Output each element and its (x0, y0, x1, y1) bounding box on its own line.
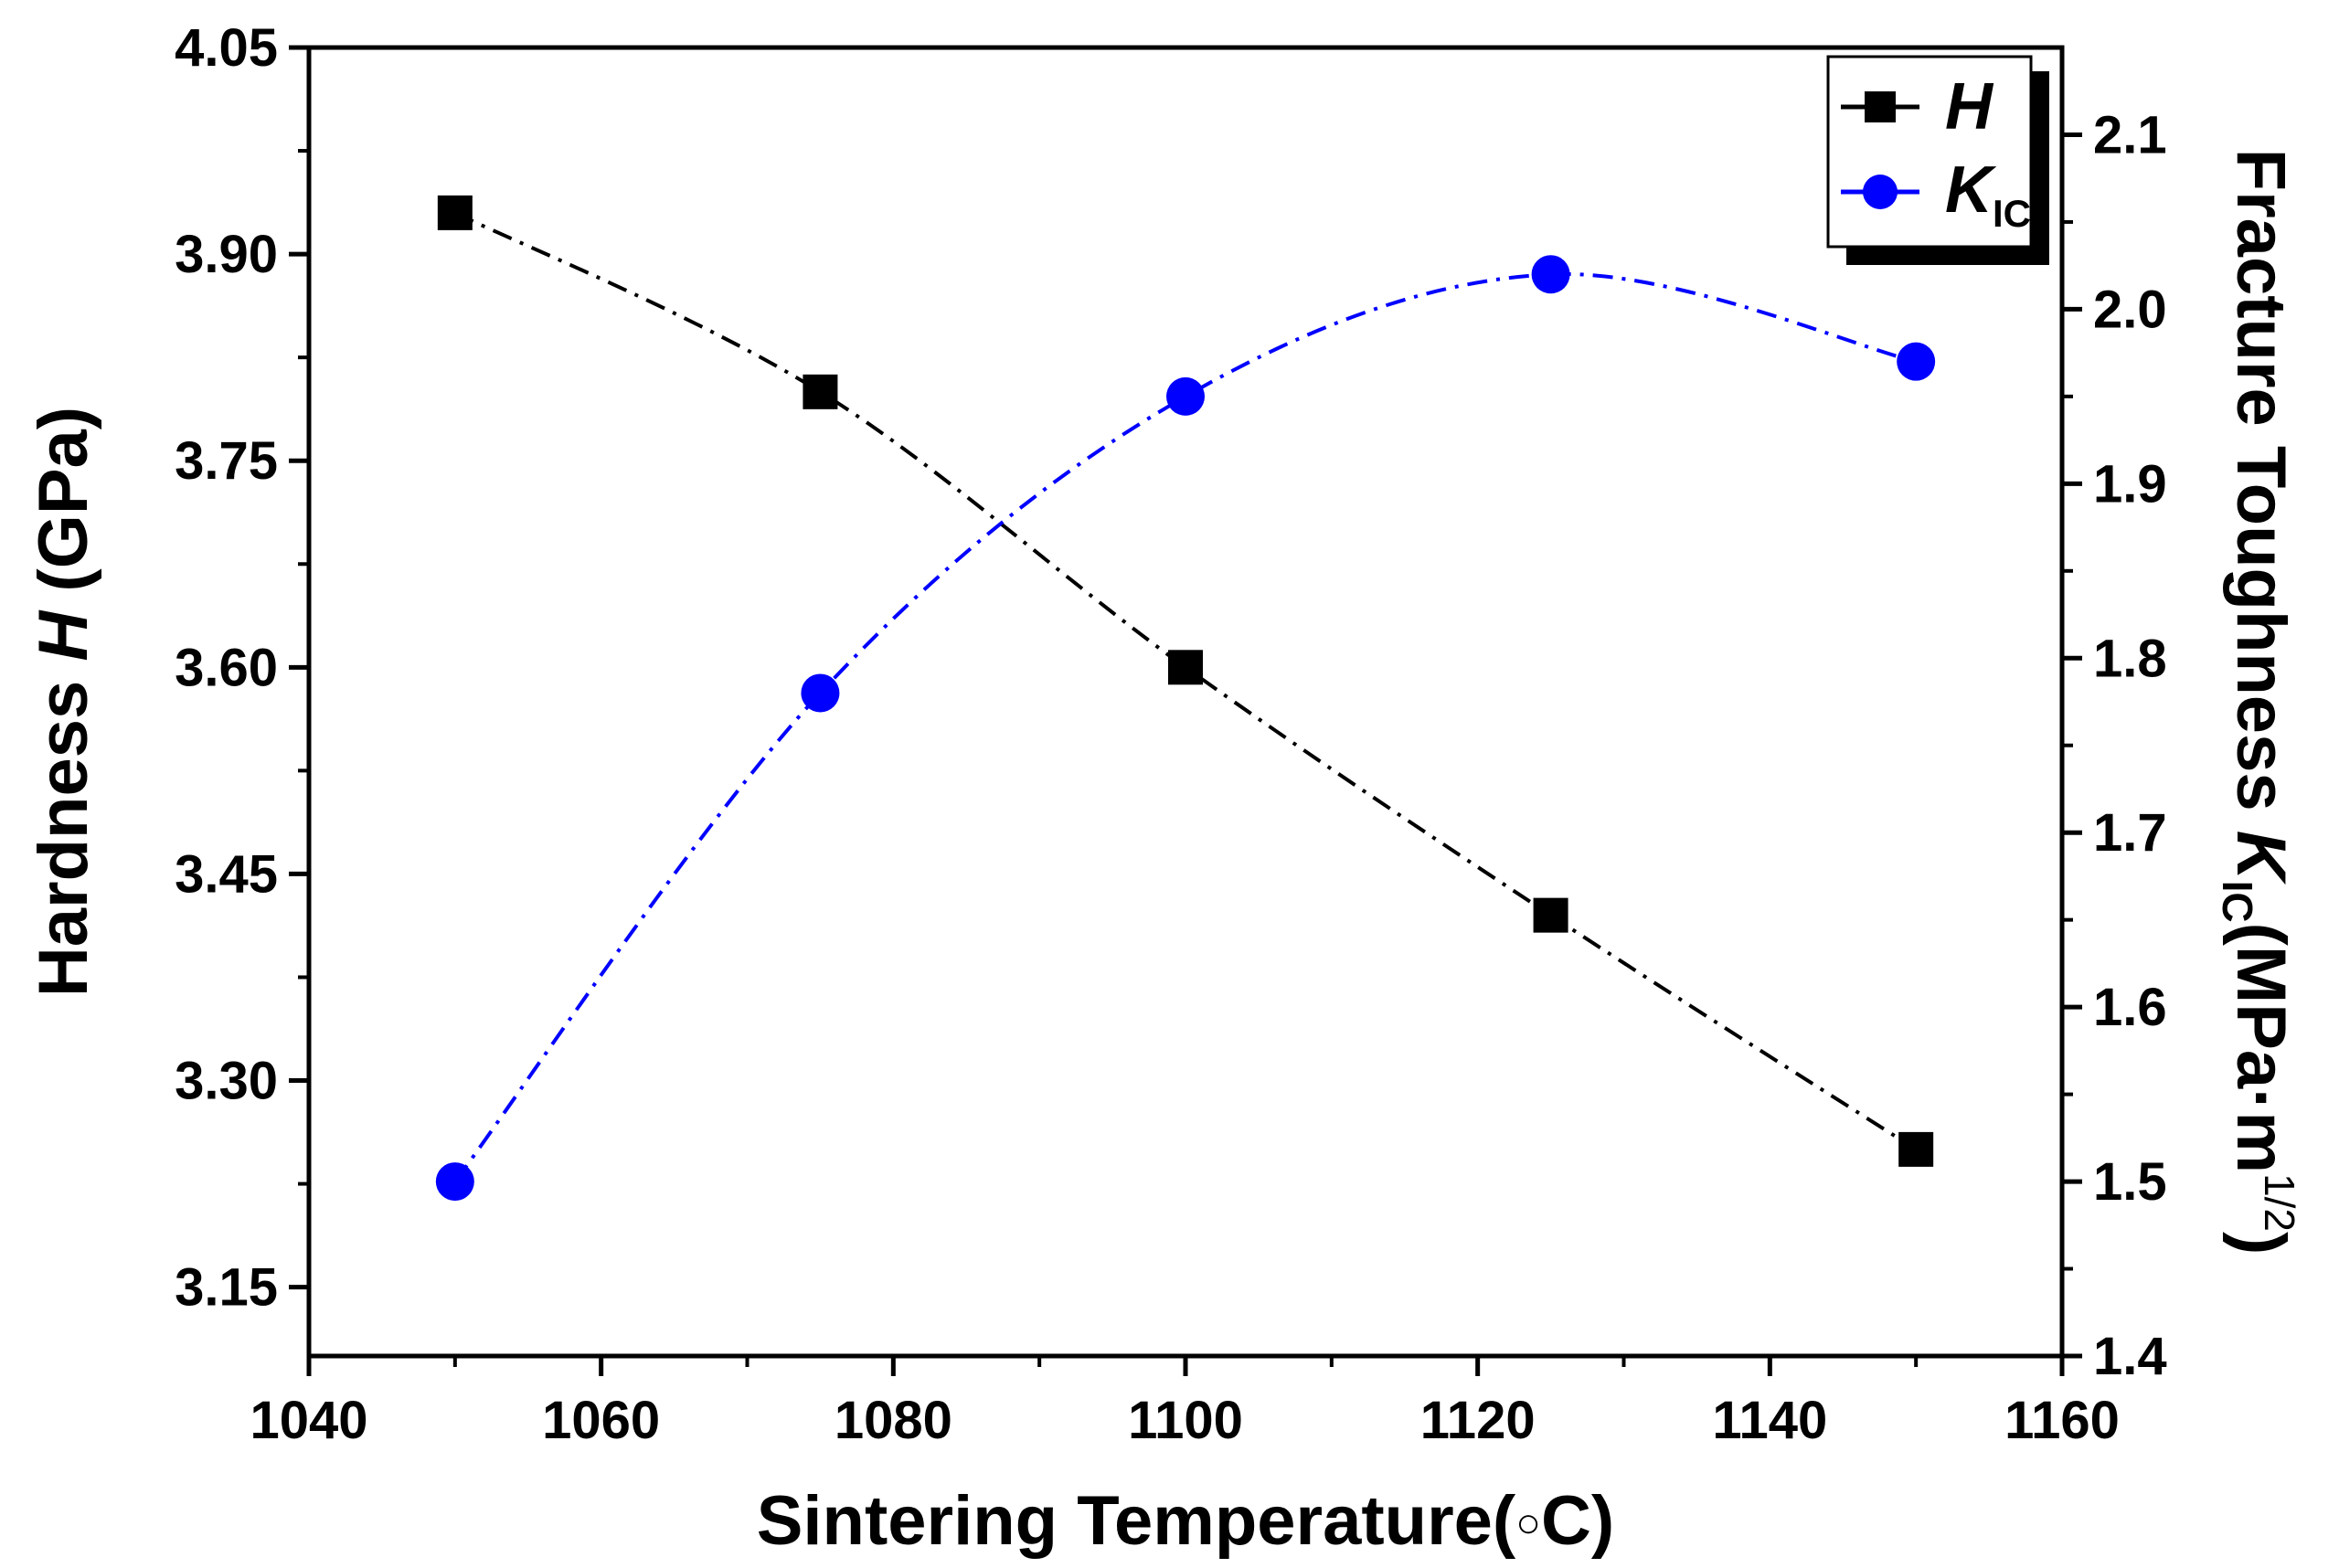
y-left-tick-label: 3.90 (175, 225, 278, 284)
y-right-tick-label: 2.0 (2093, 280, 2167, 339)
data-point (801, 673, 840, 713)
data-point (1168, 650, 1203, 685)
series-line (453, 211, 1918, 1151)
series-h (437, 195, 1934, 1167)
y-left-tick-label: 3.45 (175, 844, 278, 904)
x-tick-label: 1040 (250, 1391, 367, 1450)
y-left-tick-label: 3.15 (175, 1258, 278, 1318)
x-axis-title: Sintering Temperature(○C) (757, 1482, 1615, 1560)
legend-box (1826, 55, 2033, 249)
legend-marker-h (1865, 91, 1896, 122)
y-right-tick-label: 1.7 (2093, 803, 2167, 863)
legend-marker-kic (1863, 175, 1898, 209)
legend-item-h: H (1841, 70, 1994, 143)
data-point (1531, 255, 1570, 294)
y-left-tick-label: 3.60 (175, 638, 278, 697)
x-axis-ticks: 1040 1060 1080 1100 1120 1140 1160 (250, 1356, 2120, 1450)
y-right-tick-label: 2.1 (2093, 105, 2167, 164)
data-point (803, 374, 838, 409)
y-left-tick-label: 4.05 (175, 18, 278, 78)
series-line (453, 271, 1917, 1183)
x-tick-label: 1160 (2004, 1391, 2120, 1450)
data-point (1897, 342, 1936, 381)
y-left-axis-title: Hardness H (GPa) (25, 407, 102, 997)
y-right-tick-label: 1.6 (2093, 978, 2167, 1037)
legend-item-kic: KIC (1841, 154, 2031, 235)
data-point (437, 195, 473, 230)
y-left-tick-label: 3.30 (175, 1052, 278, 1111)
legend-label-kic: KIC (1945, 154, 2031, 235)
x-tick-label: 1060 (542, 1391, 660, 1450)
legend: H KIC (1826, 55, 2049, 265)
data-point (435, 1162, 474, 1202)
data-point (1166, 376, 1205, 416)
y-right-tick-label: 1.5 (2093, 1152, 2167, 1212)
data-point (1533, 897, 1568, 933)
y-right-axis-ticks: 1.4 1.5 1.6 1.7 1.8 1.9 2.0 2.1 (2062, 105, 2167, 1386)
y-right-tick-label: 1.9 (2093, 454, 2167, 514)
y-right-tick-label: 1.8 (2093, 629, 2167, 688)
series-kic (435, 255, 1936, 1202)
x-tick-label: 1140 (1712, 1391, 1827, 1450)
x-tick-label: 1080 (835, 1391, 952, 1450)
y-left-tick-label: 3.75 (175, 431, 278, 491)
series-layer (435, 195, 1936, 1202)
y-right-tick-label: 1.4 (2093, 1327, 2167, 1386)
y-left-axis-ticks: 3.15 3.30 3.45 3.60 3.75 3.90 4.05 (175, 18, 309, 1318)
x-tick-label: 1120 (1420, 1391, 1536, 1450)
plot-area (306, 45, 2065, 1359)
y-right-axis-title: Fracture Toughness KIC(MPa·m1/2) (2214, 149, 2303, 1255)
data-point (1898, 1131, 1934, 1167)
legend-label-h: H (1945, 70, 1994, 143)
x-tick-label: 1100 (1128, 1391, 1243, 1450)
